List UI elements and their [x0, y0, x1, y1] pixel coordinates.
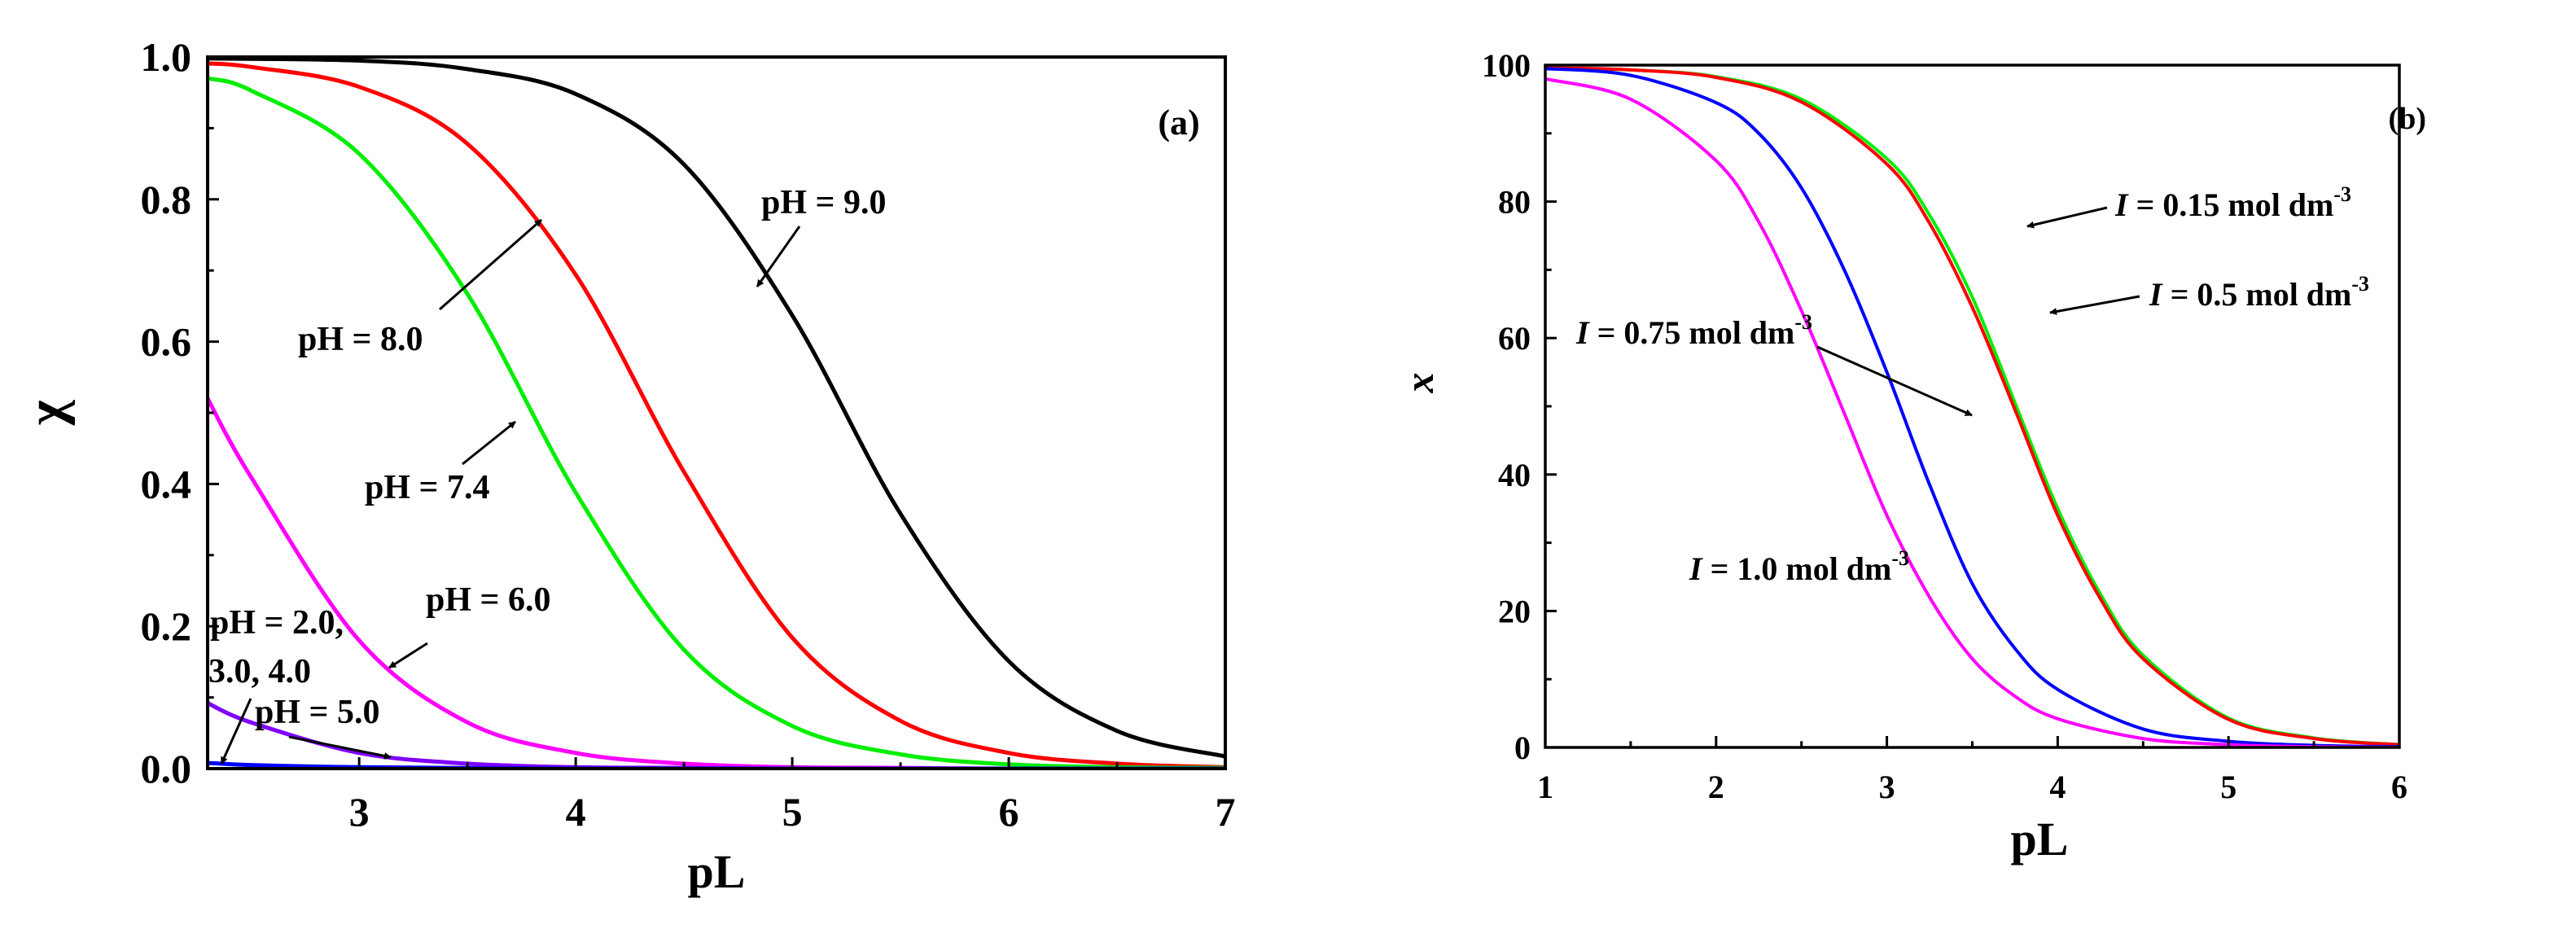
annotation-ph-2-3-4-line1: pH = 2.0, [210, 604, 344, 642]
panel-a-ticks: 3 4 5 6 7 0.0 0.2 0.4 0.6 0.8 1.0 [141, 34, 1236, 835]
panel-a-y-tick-label: 0.0 [141, 746, 192, 791]
annotation-i-1-0: I = 1.0 mol dm-3 [1689, 546, 1909, 587]
panel-a-x-tick-label: 5 [782, 789, 803, 835]
panel-a-y-tick-label: 0.6 [141, 319, 192, 365]
panel-b-x-axis-title: pL [2011, 813, 2069, 865]
annotation-ph-8-arrow [439, 218, 542, 311]
panel-a-tag: (a) [1158, 103, 1199, 142]
annotation-ph-9-arrow [756, 226, 801, 287]
panel-a-series-line-5 [208, 760, 1225, 769]
panel-a-annotations: pH = 9.0 pH = 8.0 pH = 7.4 pH = 6.0 pH =… [208, 184, 886, 765]
panel-b-series-group [1545, 66, 2399, 747]
annotation-ph-7-4: pH = 7.4 [365, 469, 489, 506]
panel-b-tag: (b) [2389, 102, 2426, 136]
panel-b-x-tick-label: 2 [1708, 769, 1724, 805]
panel-b-x-tick-label: 3 [1879, 769, 1895, 805]
annotation-i-0-15-text: = 0.15 mol dm [2128, 186, 2334, 223]
annotation-i-0-5-text: = 0.5 mol dm [2162, 276, 2352, 313]
panel-a-x-axis-title: pL [688, 845, 746, 898]
annotation-ph-7-4-arrow [462, 420, 516, 466]
panel-b-x-tick-label: 1 [1537, 769, 1553, 805]
annotation-ph-5: pH = 5.0 [255, 694, 379, 731]
panel-b-y-tick-label: 100 [1482, 47, 1531, 84]
panel-b-series-line-3 [1545, 77, 2399, 747]
annotation-i-0-5-italic: I [2149, 276, 2163, 313]
annotation-ph-5-arrow [288, 735, 392, 760]
panel-a-series-line-1 [208, 61, 1225, 769]
panel-b-series-line-0 [1545, 66, 2399, 747]
annotation-i-0-5-arrow [2049, 295, 2140, 315]
panel-a-x-tick-label: 6 [999, 789, 1019, 835]
annotation-i-0-15-sup: -3 [2333, 182, 2351, 206]
panel-b-x-tick-label: 4 [2049, 769, 2066, 805]
annotation-i-0-75-italic: I [1575, 314, 1590, 351]
panel-a-chart: 3 4 5 6 7 0.0 0.2 0.4 0.6 0.8 1.0 (a) pL χ pH = 9.… [16, 34, 1236, 898]
panel-a-y-tick-label: 0.2 [141, 603, 192, 649]
annotation-ph-9: pH = 9.0 [761, 184, 886, 221]
annotation-i-0-75: I = 0.75 mol dm-3 [1575, 310, 1812, 351]
panel-a-x-tick-label: 7 [1216, 789, 1236, 835]
annotation-i-0-75-sup: -3 [1794, 310, 1812, 334]
panel-a-y-axis-title: χ [16, 399, 76, 426]
panel-b-y-tick-label: 0 [1514, 730, 1531, 766]
annotation-ph-6-arrow [388, 642, 428, 669]
panel-a-y-tick-label: 0.8 [141, 177, 192, 222]
panel-a-y-tick-label: 0.4 [141, 461, 192, 506]
annotation-i-0-75-arrow [1816, 345, 1973, 417]
panel-a-series-line-2 [208, 76, 1225, 769]
annotation-ph-8: pH = 8.0 [298, 321, 423, 358]
annotation-ph-2-3-4-line2: 3.0, 4.0 [208, 653, 311, 690]
panel-b-x-tick-label: 5 [2220, 769, 2236, 805]
annotation-i-1-0-text: = 1.0 mol dm [1702, 550, 1892, 587]
panel-a-x-tick-label: 3 [349, 789, 370, 835]
panel-b-y-tick-label: 40 [1498, 457, 1531, 493]
panel-a-x-tick-label: 4 [566, 789, 586, 835]
panel-b-plot-frame [1544, 64, 2401, 749]
annotation-i-0-5-sup: -3 [2351, 272, 2369, 296]
panel-b-y-tick-label: 20 [1498, 593, 1531, 629]
panel-a-y-tick-label: 1.0 [141, 34, 192, 80]
panel-b-series-line-2 [1545, 67, 2399, 747]
panel-b-x-tick-label: 6 [2391, 769, 2407, 805]
annotation-i-1-0-italic: I [1689, 550, 1703, 587]
annotation-ph-2-3-4-arrow [220, 698, 252, 765]
panel-b-y-tick-label: 80 [1498, 184, 1531, 221]
annotation-ph-6: pH = 6.0 [426, 581, 550, 619]
annotation-i-0-5: I = 0.5 mol dm-3 [2149, 272, 2369, 313]
panel-b-series-line-1 [1545, 66, 2399, 747]
panel-b-y-tick-label: 60 [1498, 320, 1531, 357]
panel-b-y-axis-title: x [1396, 373, 1442, 394]
annotation-i-1-0-sup: -3 [1891, 546, 1909, 570]
panel-a-series-group [208, 57, 1225, 769]
annotation-i-0-15: I = 0.15 mol dm-3 [2114, 182, 2351, 223]
annotation-i-0-75-text: = 0.75 mol dm [1589, 314, 1795, 351]
annotation-i-0-15-arrow [2026, 206, 2108, 229]
panel-a-series-line-0 [208, 57, 1225, 759]
panel-a-plot-frame [206, 55, 1227, 770]
annotation-i-0-15-italic: I [2114, 186, 2129, 223]
panel-b-annotations: I = 0.15 mol dm-3 I = 0.5 mol dm-3 I = 0… [1575, 182, 2369, 587]
